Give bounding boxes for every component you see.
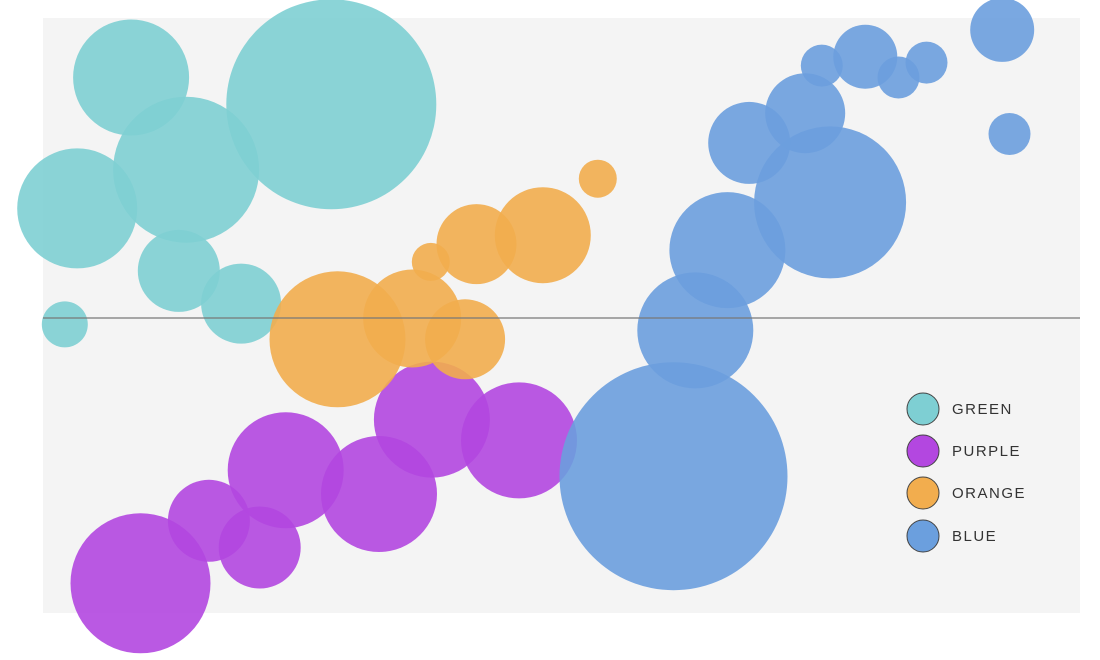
bubble-blue-4[interactable] [754,126,907,279]
legend-swatch-blue [906,519,940,553]
bubble-purple-4[interactable] [227,412,344,529]
legend-swatch-green [906,392,940,426]
legend-label-blue: BLUE [952,528,997,545]
bubble-green-7[interactable] [41,301,88,348]
bubble-blue-3[interactable] [669,192,786,309]
bubble-orange-6[interactable] [494,187,591,284]
legend-label-orange: ORANGE [952,485,1026,502]
bubble-green-5[interactable] [137,229,220,312]
bubble-blue-1[interactable] [559,362,788,591]
bubble-orange-3[interactable] [425,299,506,380]
bubble-blue-11[interactable] [970,0,1035,62]
bubble-green-4[interactable] [17,148,138,269]
bubble-green-3[interactable] [113,96,260,243]
bubble-blue-6[interactable] [765,73,846,154]
legend-item-orange[interactable]: ORANGE [906,476,1026,510]
bubble-blue-12[interactable] [988,113,1031,155]
legend-item-purple[interactable]: PURPLE [906,434,1021,468]
legend: GREEN PURPLE ORANGE BLUE [906,392,1026,553]
bubble-green-6[interactable] [201,263,282,344]
bubbles-layer [17,0,1035,654]
legend-label-green: GREEN [952,401,1013,418]
legend-label-purple: PURPLE [952,443,1021,460]
bubble-purple-1[interactable] [70,513,211,654]
legend-item-green[interactable]: GREEN [906,392,1013,426]
bubble-purple-6[interactable] [373,361,490,478]
legend-swatch-orange [906,476,940,510]
bubble-purple-7[interactable] [461,382,577,499]
bubble-green-2[interactable] [226,0,437,210]
legend-swatch-purple [906,434,940,468]
bubble-blue-10[interactable] [905,41,948,84]
bubble-blue-7[interactable] [800,44,843,87]
bubble-orange-7[interactable] [578,159,617,198]
legend-item-blue[interactable]: BLUE [906,519,997,553]
